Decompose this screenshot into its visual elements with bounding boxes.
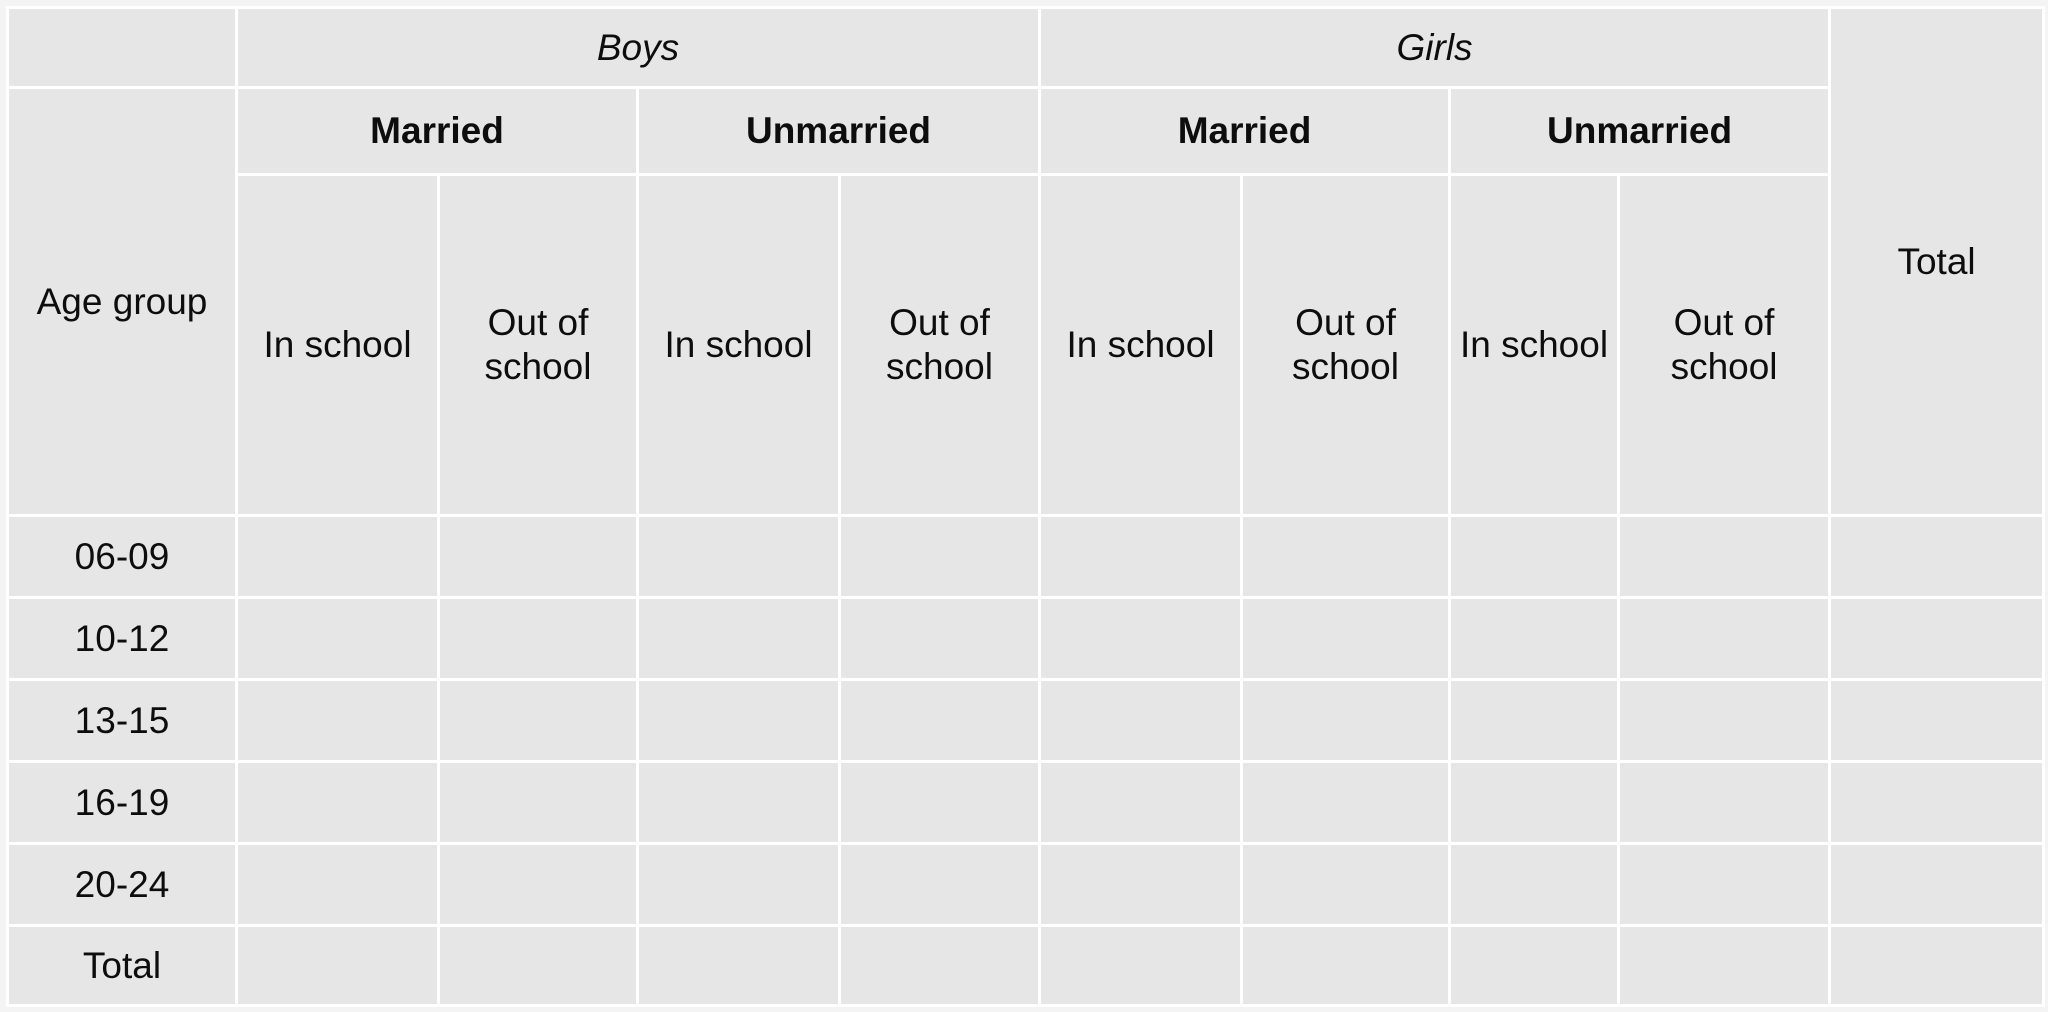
table-cell bbox=[1240, 596, 1452, 681]
table-cell bbox=[1617, 760, 1832, 845]
table-cell bbox=[235, 596, 440, 681]
table-row: 16-19 bbox=[6, 760, 2046, 845]
row-label-total: Total bbox=[6, 924, 238, 1007]
table-cell bbox=[1038, 596, 1244, 681]
marital-header-row: Age group Married Unmarried Married Unma… bbox=[6, 86, 2044, 517]
table-cell bbox=[1828, 678, 2046, 763]
table-row: 10-12 bbox=[6, 596, 2046, 681]
table-cell bbox=[636, 514, 841, 599]
table-cell bbox=[1240, 514, 1452, 599]
header-total-column: Total bbox=[1828, 6, 2046, 517]
table-cell bbox=[1038, 678, 1244, 763]
table-cell bbox=[1448, 596, 1621, 681]
table-cell bbox=[1038, 514, 1244, 599]
header-boys-unmarried-out-of-school: Out of school bbox=[837, 173, 1042, 517]
table-cell bbox=[1448, 760, 1621, 845]
table-cell bbox=[837, 678, 1042, 763]
table-row: 06-09 bbox=[6, 514, 2046, 599]
table-cell bbox=[837, 760, 1042, 845]
header-girls-unmarried: Unmarried bbox=[1448, 86, 1832, 176]
gender-header-row: Boys Girls Total bbox=[6, 6, 2046, 517]
row-label-20-24: 20-24 bbox=[6, 842, 238, 927]
header-age-group: Age group bbox=[6, 86, 238, 517]
header-girls-married-in-school: In school bbox=[1038, 173, 1244, 517]
table-cell bbox=[1240, 760, 1452, 845]
table-cell bbox=[636, 596, 841, 681]
header-girls-unmarried-out-of-school: Out of school bbox=[1617, 173, 1832, 517]
table-cell bbox=[636, 760, 841, 845]
table-cell bbox=[1448, 842, 1621, 927]
table-cell bbox=[1828, 842, 2046, 927]
school-header-row: In school Out of school In school Out of… bbox=[8, 173, 2044, 517]
header-girls-married: Married bbox=[1038, 86, 1452, 176]
table-cell bbox=[437, 514, 639, 599]
table-cell bbox=[636, 842, 841, 927]
table-cell bbox=[437, 596, 639, 681]
table-cell bbox=[235, 678, 440, 763]
row-label-13-15: 13-15 bbox=[6, 678, 238, 763]
header-girls-married-out-of-school: Out of school bbox=[1240, 173, 1452, 517]
table-cell bbox=[1617, 842, 1832, 927]
table-cell bbox=[437, 924, 639, 1007]
table-cell bbox=[1617, 678, 1832, 763]
header-boys-married: Married bbox=[235, 86, 639, 176]
table-row: 20-24 bbox=[6, 842, 2046, 927]
table-cell bbox=[1828, 924, 2046, 1007]
table-cell bbox=[235, 842, 440, 927]
table-cell bbox=[1240, 924, 1452, 1007]
header-boys-unmarried: Unmarried bbox=[635, 86, 1042, 176]
header-boys-unmarried-in-school: In school bbox=[636, 173, 841, 517]
row-label-10-12: 10-12 bbox=[6, 596, 238, 681]
table-cell bbox=[1828, 514, 2046, 599]
header-girls: Girls bbox=[1038, 6, 1832, 89]
table-cell bbox=[437, 678, 639, 763]
header-boys-married-out-of-school: Out of school bbox=[437, 173, 639, 517]
table-row: 13-15 bbox=[6, 678, 2046, 763]
table-row-total: Total bbox=[6, 924, 2046, 1007]
corner-cell bbox=[6, 6, 238, 89]
table-cell bbox=[437, 842, 639, 927]
table-cell bbox=[1038, 842, 1244, 927]
table-cell bbox=[837, 596, 1042, 681]
table-cell bbox=[1240, 842, 1452, 927]
table-cell bbox=[1617, 514, 1832, 599]
header-girls-unmarried-in-school: In school bbox=[1448, 173, 1621, 517]
table-cell bbox=[1617, 924, 1832, 1007]
table-cell bbox=[1448, 678, 1621, 763]
table-cell bbox=[837, 842, 1042, 927]
data-collection-table: Boys Girls Total Age group Married Unmar… bbox=[6, 6, 2046, 1007]
table-cell bbox=[837, 514, 1042, 599]
table-cell bbox=[1038, 924, 1244, 1007]
row-label-16-19: 16-19 bbox=[6, 760, 238, 845]
table-cell bbox=[1617, 596, 1832, 681]
table-cell bbox=[235, 924, 440, 1007]
table-cell bbox=[235, 514, 440, 599]
table-cell bbox=[1240, 678, 1452, 763]
table-cell bbox=[235, 760, 440, 845]
table-cell bbox=[837, 924, 1042, 1007]
header-boys-married-in-school: In school bbox=[235, 173, 440, 517]
table-cell bbox=[1448, 514, 1621, 599]
table-cell bbox=[1448, 924, 1621, 1007]
table-cell bbox=[1828, 760, 2046, 845]
row-label-06-09: 06-09 bbox=[6, 514, 238, 599]
table-cell bbox=[636, 678, 841, 763]
table-cell bbox=[437, 760, 639, 845]
table-cell bbox=[1038, 760, 1244, 845]
table-cell bbox=[1828, 596, 2046, 681]
header-boys: Boys bbox=[234, 6, 1042, 89]
table-cell bbox=[636, 924, 841, 1007]
